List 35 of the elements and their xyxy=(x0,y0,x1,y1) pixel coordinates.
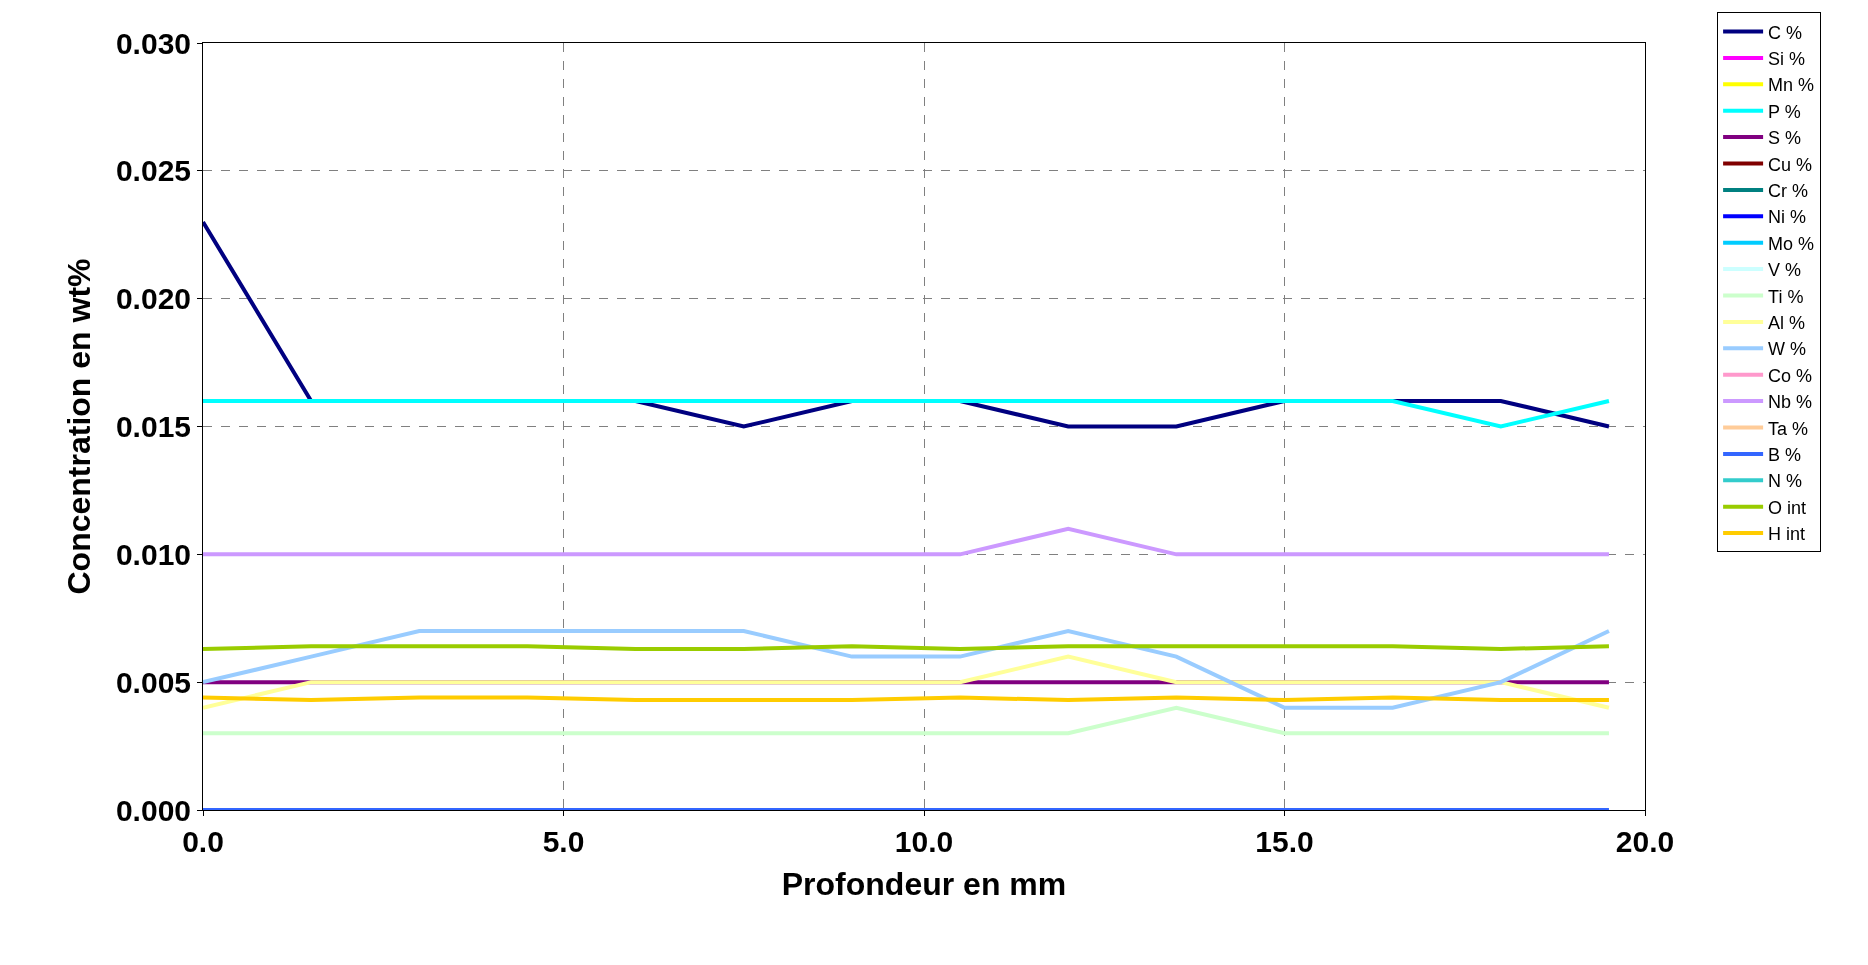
x-tick-label: 15.0 xyxy=(1255,825,1314,858)
y-tick-label: 0.005 xyxy=(115,665,191,699)
line-series xyxy=(203,629,1611,710)
legend-label: Mn % xyxy=(1768,75,1815,96)
legend-label: Si % xyxy=(1768,48,1806,69)
legend-label: N % xyxy=(1768,471,1803,492)
y-tick-label: 0.000 xyxy=(115,793,191,827)
legend-label: B % xyxy=(1768,444,1802,465)
legend-label: Mo % xyxy=(1768,233,1815,254)
legend-label: Ta % xyxy=(1768,418,1809,439)
legend-label: Nb % xyxy=(1768,392,1813,413)
legend-label: O int xyxy=(1768,497,1807,518)
x-tick-label: 20.0 xyxy=(1615,825,1675,858)
x-tick-label: 5.0 xyxy=(542,825,585,858)
legend-label: Cu % xyxy=(1768,154,1813,175)
legend-label: C % xyxy=(1768,22,1803,43)
legend-label: H int xyxy=(1768,524,1806,545)
legend-label: V % xyxy=(1768,260,1802,281)
legend-label: Al % xyxy=(1768,312,1806,333)
legend-label: S % xyxy=(1768,128,1802,149)
y-tick-label: 0.010 xyxy=(115,537,191,571)
x-axis-title: Profondeur en mm xyxy=(781,865,1067,902)
legend-label: Co % xyxy=(1768,365,1813,386)
y-tick-label: 0.025 xyxy=(115,154,191,188)
legend-label: Ti % xyxy=(1768,286,1804,307)
legend-label: Ni % xyxy=(1768,207,1807,228)
legend-label: W % xyxy=(1768,339,1807,360)
y-tick-label: 0.030 xyxy=(115,26,191,60)
y-axis-title: Concentration en wt% xyxy=(61,258,98,595)
y-tick-label: 0.015 xyxy=(115,410,191,443)
legend-label: Cr % xyxy=(1768,180,1809,201)
legend-label: P % xyxy=(1768,101,1801,122)
x-tick-label: 0.0 xyxy=(182,825,224,858)
y-tick-label: 0.020 xyxy=(115,282,191,316)
x-tick-label: 10.0 xyxy=(894,825,954,858)
